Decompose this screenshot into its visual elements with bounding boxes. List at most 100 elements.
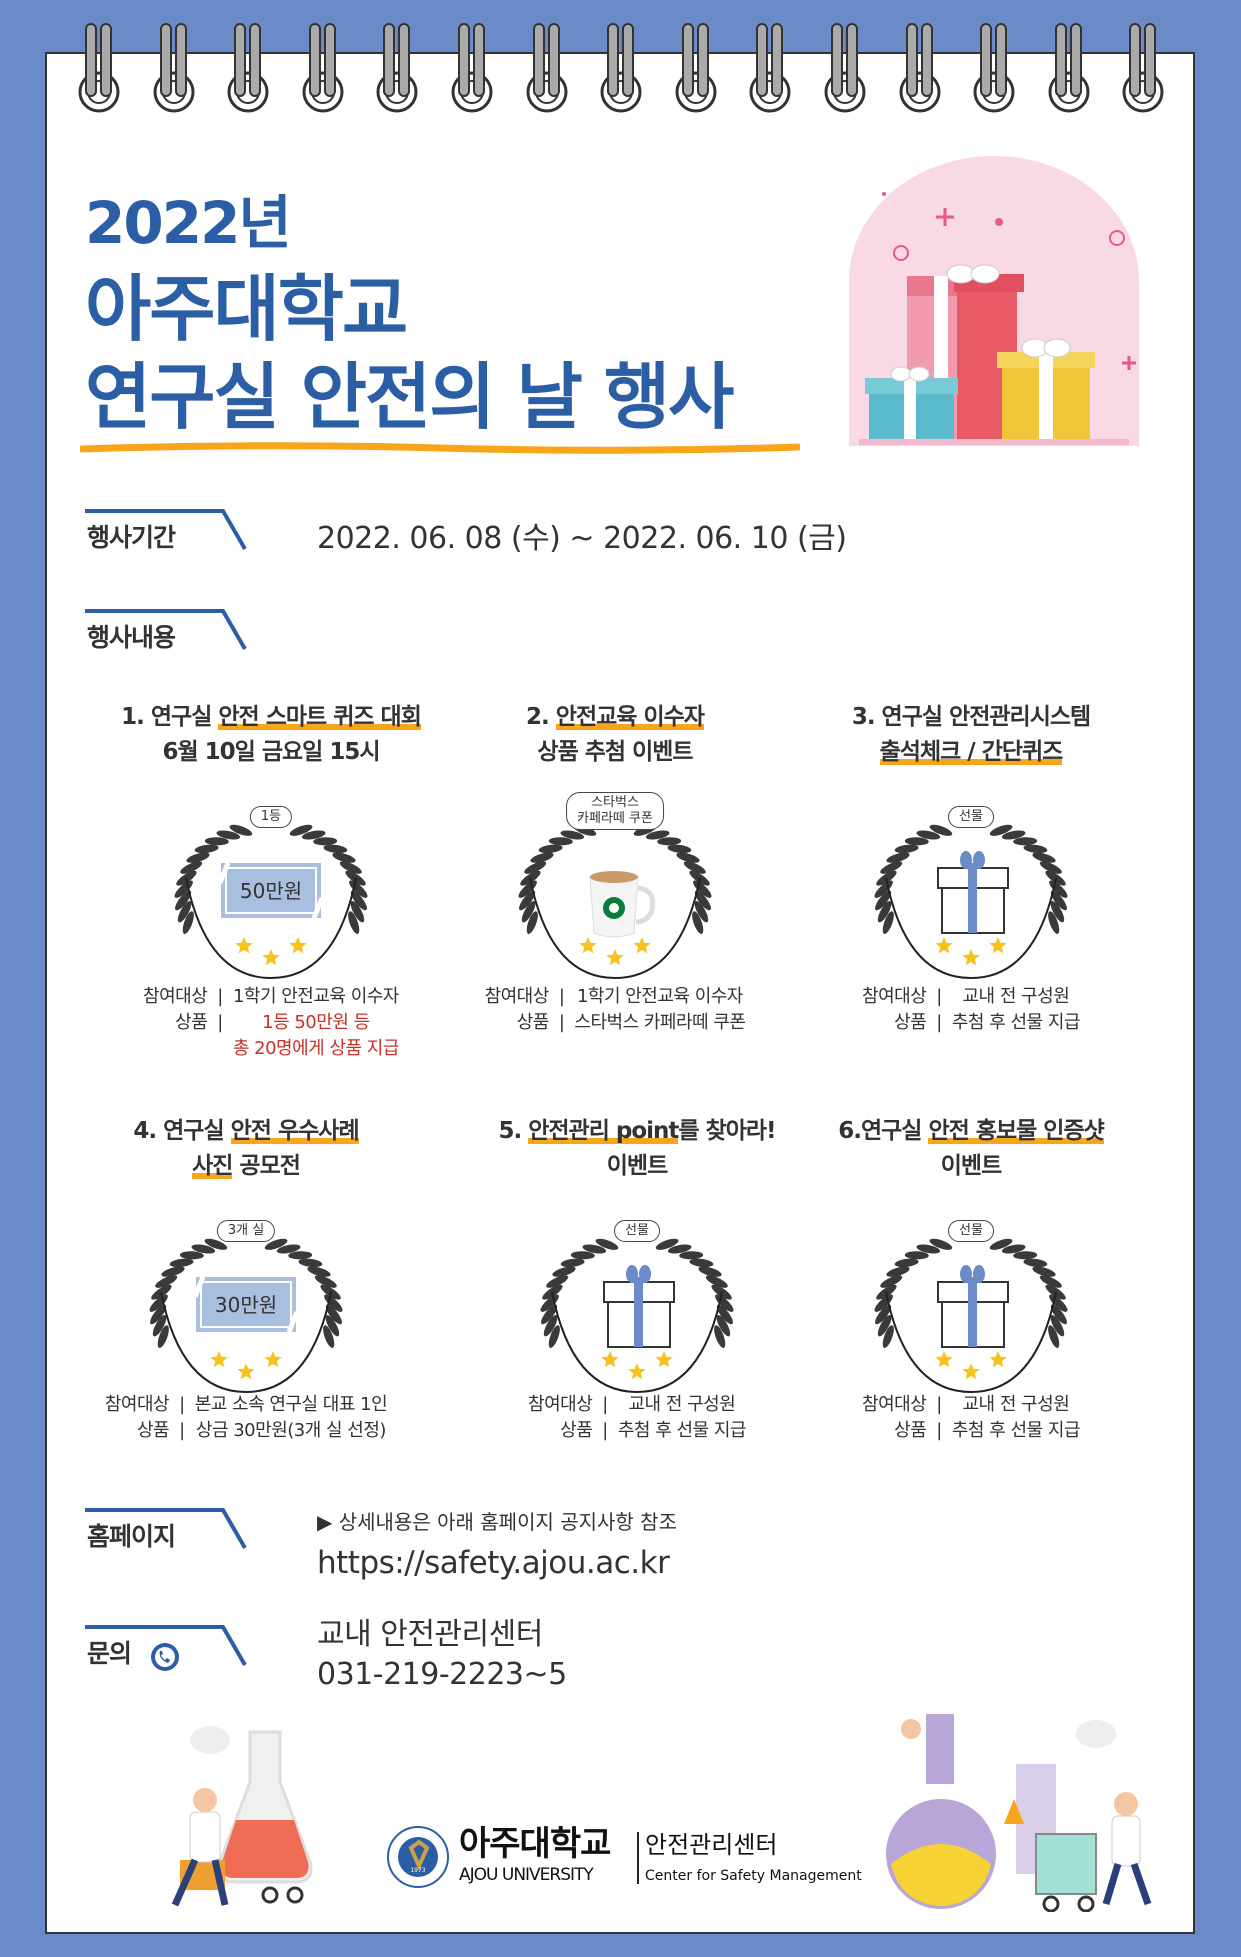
description-value: 교내 전 구성원 bbox=[962, 1394, 1070, 1415]
homepage-note-text: 상세내용은 아래 홈페이지 공지사항 참조 bbox=[338, 1510, 677, 1534]
description-label: 상품 bbox=[136, 1420, 170, 1441]
description-row: 상품 | 추첨 후 선물 지급 bbox=[862, 1418, 1080, 1444]
prize-badge: 스타벅스 카페라떼 쿠폰 bbox=[566, 792, 664, 830]
separator: | bbox=[217, 986, 223, 1007]
separator: | bbox=[936, 986, 942, 1007]
separator: | bbox=[602, 1394, 608, 1415]
description-label: 참여대상 bbox=[862, 986, 927, 1007]
section-label: 행사내용 bbox=[87, 623, 176, 652]
section-label: 문의 bbox=[87, 1639, 132, 1668]
section-label: 행사기간 bbox=[87, 523, 176, 552]
binding-ring bbox=[899, 23, 941, 113]
separator: | bbox=[602, 1420, 608, 1441]
item-title-line: 5. 안전관리 point를 찾아라! bbox=[447, 1114, 827, 1149]
description-value: 교내 전 구성원 bbox=[628, 1394, 736, 1415]
description-row: 참여대상 | 교내 전 구성원 bbox=[528, 1392, 746, 1418]
section-marker bbox=[85, 1625, 247, 1667]
item-title-line: 6.연구실 안전 홍보물 인증샷 bbox=[781, 1114, 1161, 1149]
binding-ring bbox=[376, 23, 418, 113]
highlighted-text: 안전 우수사례 bbox=[230, 1118, 360, 1144]
center-korean: 안전관리센터 bbox=[645, 1831, 778, 1859]
title-event: 연구실 안전의 날 행사 bbox=[85, 355, 734, 439]
description-label: 상품 bbox=[175, 1012, 208, 1033]
title-text: 1. 연구실 bbox=[121, 704, 219, 730]
section-marker bbox=[85, 1508, 247, 1550]
description-row: 상품 | 스타벅스 카페라떼 쿠폰 bbox=[485, 1010, 746, 1036]
play-arrow-icon: ▶ bbox=[317, 1510, 333, 1534]
laurel-wreath-icon bbox=[874, 824, 1068, 980]
section-marker bbox=[85, 609, 247, 651]
item-title-line: 이벤트 bbox=[781, 1149, 1161, 1184]
binding-ring bbox=[973, 23, 1015, 113]
item-description: 참여대상 | 교내 전 구성원 상품 | 추첨 후 선물 지급 bbox=[781, 984, 1161, 1036]
description-value: 본교 소속 연구실 대표 1인 bbox=[194, 1394, 388, 1415]
description-label: 참여대상 bbox=[528, 1394, 593, 1415]
binding-ring bbox=[451, 23, 493, 113]
description-label: 참여대상 bbox=[104, 1394, 170, 1415]
event-item-2: 2. 안전교육 이수자 상품 추첨 이벤트 스타벅스 카페라떼 쿠폰 참여대상 | 1학기… bbox=[425, 700, 805, 1060]
laurel-wreath-icon bbox=[874, 1238, 1068, 1394]
homepage-url-link[interactable]: https://safety.ajou.ac.kr bbox=[317, 1545, 670, 1581]
title-text: 를 찾아라! bbox=[678, 1118, 776, 1144]
item-title-line: 3. 연구실 안전관리시스템 bbox=[781, 700, 1161, 735]
description-label bbox=[143, 1036, 207, 1062]
item-title-line: 이벤트 bbox=[447, 1149, 827, 1184]
university-seal-icon: 1973 bbox=[387, 1826, 449, 1888]
separator: | bbox=[558, 986, 565, 1007]
logo-english: AJOU UNIVERSITY bbox=[459, 1865, 594, 1885]
description-value: 추첨 후 선물 지급 bbox=[951, 1420, 1081, 1441]
title-text: 5. bbox=[498, 1118, 529, 1144]
contact-org: 교내 안전관리센터 bbox=[317, 1617, 543, 1652]
lab-equipment-illustration bbox=[886, 1714, 1152, 1912]
laurel-wreath-icon bbox=[518, 824, 712, 980]
item-title-line: 4. 연구실 안전 우수사례 bbox=[56, 1114, 436, 1149]
separator: | bbox=[936, 1420, 942, 1441]
title-text: 3. 연구실 안전관리시스템 bbox=[851, 704, 1091, 730]
highlighted-text: 안전관리 point bbox=[528, 1118, 679, 1144]
title-text: 공모전 bbox=[232, 1153, 300, 1179]
event-item-1: 1. 연구실 안전 스마트 퀴즈 대회 6월 10일 금요일 15시 50만원 1등 참… bbox=[81, 700, 461, 1060]
laurel-wreath-icon: 50만원 bbox=[174, 824, 368, 980]
description-value: 1학기 안전교육 이수자 bbox=[576, 986, 743, 1007]
title-text: 6월 10일 금요일 15시 bbox=[162, 739, 381, 765]
binding-ring bbox=[675, 23, 717, 113]
binding-ring bbox=[749, 23, 791, 113]
description-value: 1등 50만원 등 bbox=[262, 1012, 370, 1033]
description-label: 상품 bbox=[516, 1012, 550, 1033]
separator: | bbox=[217, 1012, 223, 1033]
binding-ring bbox=[227, 23, 269, 113]
description-label: 참여대상 bbox=[862, 1394, 927, 1415]
highlighted-text: 안전교육 이수자 bbox=[555, 704, 705, 730]
description-row: 참여대상 | 1학기 안전교육 이수자 bbox=[143, 984, 399, 1010]
description-row: 참여대상 | 1학기 안전교육 이수자 bbox=[485, 984, 746, 1010]
phone-icon bbox=[151, 1643, 179, 1671]
center-english: Center for Safety Management bbox=[645, 1868, 862, 1884]
prize-badge: 선물 bbox=[948, 1220, 994, 1242]
title-university: 아주대학교 bbox=[85, 267, 408, 351]
separator: | bbox=[179, 1394, 185, 1415]
prize-badge: 1등 bbox=[249, 806, 293, 828]
seal-year: 1973 bbox=[410, 1867, 425, 1874]
binding-ring bbox=[526, 23, 568, 113]
title-text: 6.연구실 bbox=[838, 1118, 929, 1144]
item-title-line: 상품 추첨 이벤트 bbox=[425, 735, 805, 770]
prize-badge: 선물 bbox=[614, 1220, 660, 1242]
description-row: 상품 | 1등 50만원 등 bbox=[143, 1010, 399, 1036]
description-value: 상금 30만원(3개 실 선정) bbox=[195, 1420, 387, 1441]
section-contents: 행사내용 bbox=[85, 609, 255, 654]
prize-badge: 3개 실 bbox=[216, 1220, 276, 1242]
item-description: 참여대상 | 본교 소속 연구실 대표 1인 상품 | 상금 30만원(3개 실 선정) bbox=[56, 1392, 436, 1444]
item-title-line: 6월 10일 금요일 15시 bbox=[81, 735, 461, 770]
description-value: 총 20명에게 상품 지급 bbox=[232, 1038, 400, 1059]
prize-amount: 50만원 bbox=[240, 879, 302, 903]
binding-ring bbox=[1048, 23, 1090, 113]
description-label: 상품 bbox=[894, 1012, 927, 1033]
event-item-5: 5. 안전관리 point를 찾아라! 이벤트 선물 참여대상 | 교내 전 구성원 상품 |… bbox=[447, 1114, 827, 1474]
binding-ring bbox=[78, 23, 120, 113]
event-item-6: 6.연구실 안전 홍보물 인증샷 이벤트 선물 참여대상 | 교내 전 구성원 상품 | 추첨 … bbox=[781, 1114, 1161, 1474]
section-contact: 문의 bbox=[85, 1625, 255, 1671]
prize-amount: 30만원 bbox=[215, 1293, 277, 1317]
contact-phone: 031-219-2223~5 bbox=[317, 1657, 567, 1692]
separator: | bbox=[936, 1012, 942, 1033]
